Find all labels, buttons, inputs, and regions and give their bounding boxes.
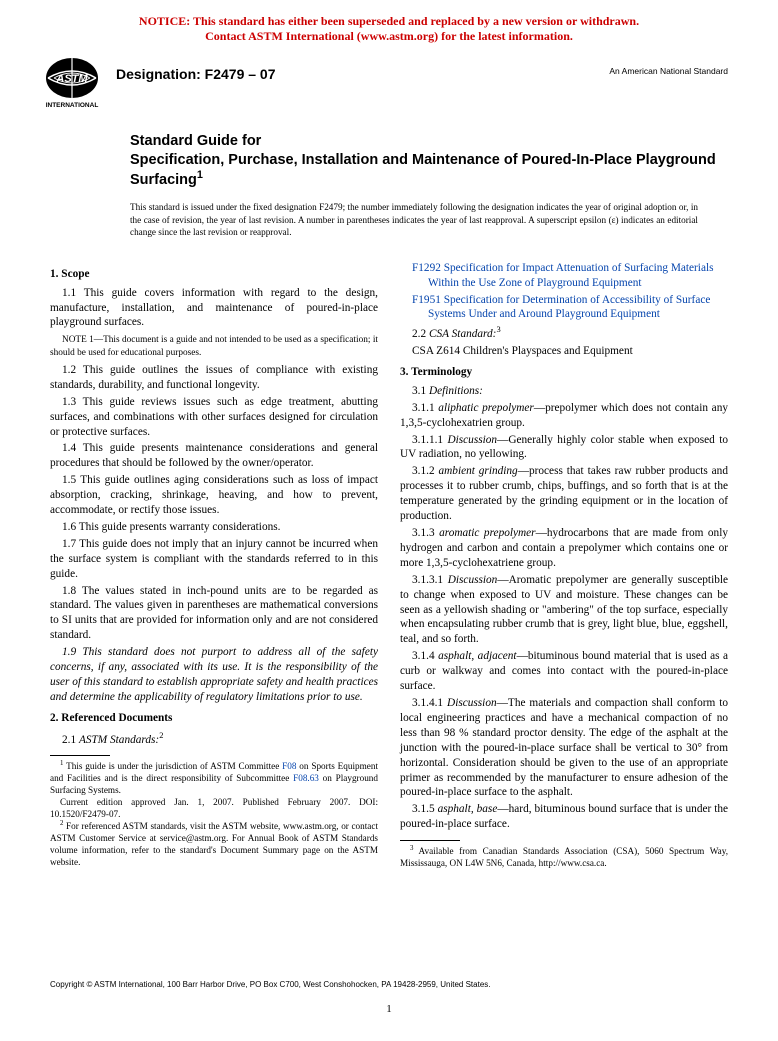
t315n: 3.1.5: [412, 803, 438, 815]
page-number: 1: [0, 1003, 778, 1015]
scope-1-1: 1.1 This guide covers information with r…: [50, 286, 378, 331]
csa-sup: 3: [496, 324, 500, 334]
t3141d: —The materials and compaction shall conf…: [400, 697, 728, 798]
t311n: 3.1.1: [412, 402, 438, 414]
term-3-1-3: 3.1.3 aromatic prepolymer—hydrocarbons t…: [400, 526, 728, 571]
t314n: 3.1.4: [412, 650, 438, 662]
term-3-1-5: 3.1.5 asphalt, base—hard, bituminous bou…: [400, 802, 728, 832]
fn1-link-f08[interactable]: F08: [282, 761, 296, 771]
t315t: asphalt, base: [438, 803, 498, 815]
defs-ital: Definitions:: [429, 385, 483, 397]
fn1a: This guide is under the jurisdiction of …: [63, 761, 282, 771]
term-3-1-1: 3.1.1 aliphatic prepolymer—prepolymer wh…: [400, 401, 728, 431]
t3131t: Discussion: [448, 574, 498, 586]
t3111n: 3.1.1.1: [412, 434, 447, 446]
fn3-text: Available from Canadian Standards Associ…: [400, 846, 728, 868]
t314t: asphalt, adjacent: [438, 650, 516, 662]
rd-ital: ASTM Standards:: [79, 734, 159, 746]
scope-1-9-text: 1.9 This standard does not purport to ad…: [50, 646, 378, 703]
term-3-1-4-1: 3.1.4.1 Discussion—The materials and com…: [400, 696, 728, 800]
issuance-note: This standard is issued under the fixed …: [0, 189, 778, 238]
astm-logo: ASTM INTERNATIONAL: [40, 56, 104, 110]
scope-1-5: 1.5 This guide outlines aging considerat…: [50, 473, 378, 518]
header-row: ASTM INTERNATIONAL Designation: F2479 – …: [0, 48, 778, 110]
terminology-head: 3. Terminology: [400, 365, 728, 380]
col-left: 1. Scope 1.1 This guide covers informati…: [50, 261, 378, 870]
scope-1-9: 1.9 This standard does not purport to ad…: [50, 645, 378, 705]
csa-ital: CSA Standard:: [429, 328, 496, 340]
title-main-text: Specification, Purchase, Installation an…: [130, 152, 716, 188]
scope-1-4: 1.4 This guide presents maintenance cons…: [50, 441, 378, 471]
footnote-rule-right: [400, 840, 460, 841]
refdocs-astm: 2.1 ASTM Standards:2: [50, 730, 378, 748]
fn2-text: For referenced ASTM standards, visit the…: [50, 821, 378, 866]
designation: Designation: F2479 – 07: [116, 56, 609, 82]
fn1-link-f0863[interactable]: F08.63: [293, 773, 319, 783]
ref-f1951[interactable]: F1951 Specification for Determination of…: [400, 293, 728, 323]
csa-num: 2.2: [412, 328, 429, 340]
footnote-rule-left: [50, 755, 110, 756]
scope-note-1: NOTE 1—This document is a guide and not …: [50, 334, 378, 359]
svg-text:INTERNATIONAL: INTERNATIONAL: [46, 102, 99, 109]
rd-num: 2.1: [62, 734, 79, 746]
t3141n: 3.1.4.1: [412, 697, 447, 709]
footnote-1: 1 This guide is under the jurisdiction o…: [50, 760, 378, 796]
ans-label: An American National Standard: [609, 56, 728, 76]
term-3-1-4: 3.1.4 asphalt, adjacent—bituminous bound…: [400, 649, 728, 694]
title-block: Standard Guide for Specification, Purcha…: [0, 110, 778, 189]
footnote-3: 3 Available from Canadian Standards Asso…: [400, 845, 728, 870]
t3131n: 3.1.3.1: [412, 574, 448, 586]
t3111t: Discussion: [447, 434, 497, 446]
term-3-1-3-1: 3.1.3.1 Discussion—Aromatic prepolymer a…: [400, 573, 728, 648]
refdocs-head: 2. Referenced Documents: [50, 711, 378, 726]
notice-line-2: Contact ASTM International (www.astm.org…: [205, 29, 573, 43]
svg-text:ASTM: ASTM: [55, 73, 88, 85]
t313n: 3.1.3: [412, 527, 439, 539]
scope-1-3: 1.3 This guide reviews issues such as ed…: [50, 395, 378, 440]
body-columns: 1. Scope 1.1 This guide covers informati…: [0, 239, 778, 870]
scope-1-6: 1.6 This guide presents warranty conside…: [50, 520, 378, 535]
copyright: Copyright © ASTM International, 100 Barr…: [50, 980, 728, 989]
term-3-1-1-1: 3.1.1.1 Discussion—Generally highly colo…: [400, 433, 728, 463]
notice-banner: NOTICE: This standard has either been su…: [0, 0, 778, 48]
defs-num: 3.1: [412, 385, 429, 397]
scope-head: 1. Scope: [50, 267, 378, 282]
scope-1-7: 1.7 This guide does not imply that an in…: [50, 537, 378, 582]
title-sup: 1: [197, 169, 203, 181]
t311t: aliphatic prepolymer: [438, 402, 534, 414]
title-main: Specification, Purchase, Installation an…: [130, 151, 718, 190]
ref-f1292[interactable]: F1292 Specification for Impact Attenuati…: [400, 261, 728, 291]
ref-f1951-text: Specification for Determination of Acces…: [428, 294, 710, 321]
footnote-1b: Current edition approved Jan. 1, 2007. P…: [50, 797, 378, 821]
col-right: F1292 Specification for Impact Attenuati…: [400, 261, 728, 870]
ref-f1951-code: F1951: [412, 294, 441, 306]
rd-sup: 2: [159, 730, 163, 740]
t312n: 3.1.2: [412, 465, 438, 477]
t313t: aromatic prepolymer: [439, 527, 536, 539]
title-kicker: Standard Guide for: [130, 132, 718, 151]
t312t: ambient grinding: [438, 465, 517, 477]
refdocs-csa: 2.2 CSA Standard:3: [400, 324, 728, 342]
t3141t: Discussion: [447, 697, 497, 709]
note-label: NOTE 1—: [62, 335, 103, 345]
ref-f1292-text: Specification for Impact Attenuation of …: [428, 262, 714, 289]
footnote-2: 2 For referenced ASTM standards, visit t…: [50, 820, 378, 868]
scope-1-8: 1.8 The values stated in inch-pound unit…: [50, 584, 378, 644]
notice-line-1: NOTICE: This standard has either been su…: [139, 14, 639, 28]
term-3-1-2: 3.1.2 ambient grinding—process that take…: [400, 464, 728, 524]
ref-f1292-code: F1292: [412, 262, 441, 274]
csa-item: CSA Z614 Children's Playspaces and Equip…: [400, 344, 728, 359]
scope-1-2: 1.2 This guide outlines the issues of co…: [50, 363, 378, 393]
definitions-label: 3.1 Definitions:: [400, 384, 728, 399]
